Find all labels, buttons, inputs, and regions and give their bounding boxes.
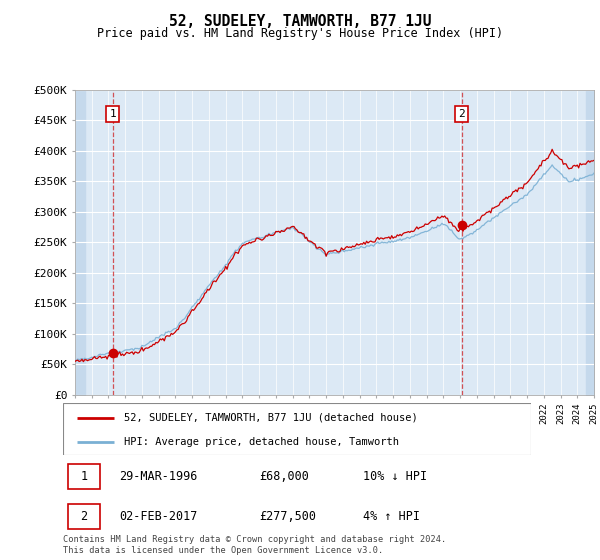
Text: £68,000: £68,000 — [260, 470, 310, 483]
Text: 1: 1 — [109, 109, 116, 119]
Text: 2: 2 — [80, 510, 88, 523]
Text: £277,500: £277,500 — [260, 510, 317, 523]
FancyBboxPatch shape — [68, 464, 100, 488]
FancyBboxPatch shape — [63, 403, 531, 455]
Text: 2: 2 — [458, 109, 465, 119]
Text: Contains HM Land Registry data © Crown copyright and database right 2024.
This d: Contains HM Land Registry data © Crown c… — [63, 535, 446, 555]
Text: Price paid vs. HM Land Registry's House Price Index (HPI): Price paid vs. HM Land Registry's House … — [97, 27, 503, 40]
Text: HPI: Average price, detached house, Tamworth: HPI: Average price, detached house, Tamw… — [124, 437, 399, 447]
FancyBboxPatch shape — [68, 505, 100, 529]
Text: 29-MAR-1996: 29-MAR-1996 — [119, 470, 197, 483]
Text: 02-FEB-2017: 02-FEB-2017 — [119, 510, 197, 523]
Text: 4% ↑ HPI: 4% ↑ HPI — [362, 510, 419, 523]
Text: 1: 1 — [80, 470, 88, 483]
Text: 52, SUDELEY, TAMWORTH, B77 1JU: 52, SUDELEY, TAMWORTH, B77 1JU — [169, 14, 431, 29]
Text: 52, SUDELEY, TAMWORTH, B77 1JU (detached house): 52, SUDELEY, TAMWORTH, B77 1JU (detached… — [124, 413, 418, 423]
Text: 10% ↓ HPI: 10% ↓ HPI — [362, 470, 427, 483]
